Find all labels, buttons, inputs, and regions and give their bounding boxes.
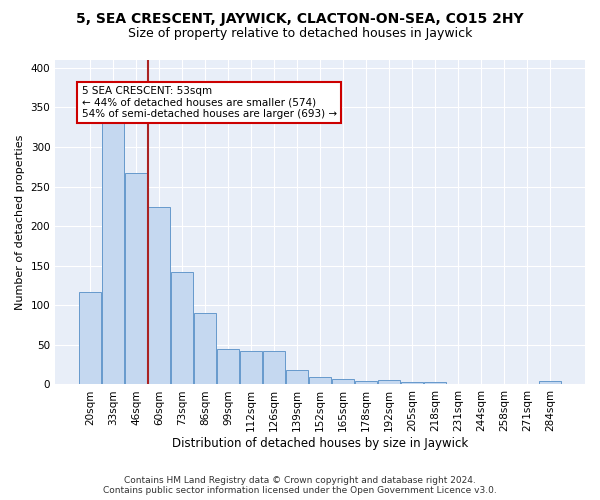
Bar bbox=[102, 122, 124, 384]
Bar bbox=[424, 382, 446, 384]
Text: Contains HM Land Registry data © Crown copyright and database right 2024.
Contai: Contains HM Land Registry data © Crown c… bbox=[103, 476, 497, 495]
Bar bbox=[217, 349, 239, 384]
Text: 5 SEA CRESCENT: 53sqm
← 44% of detached houses are smaller (574)
54% of semi-det: 5 SEA CRESCENT: 53sqm ← 44% of detached … bbox=[82, 86, 337, 119]
Bar bbox=[171, 272, 193, 384]
Bar bbox=[148, 207, 170, 384]
Text: 5, SEA CRESCENT, JAYWICK, CLACTON-ON-SEA, CO15 2HY: 5, SEA CRESCENT, JAYWICK, CLACTON-ON-SEA… bbox=[76, 12, 524, 26]
Bar bbox=[355, 380, 377, 384]
Bar bbox=[539, 380, 561, 384]
Bar bbox=[309, 378, 331, 384]
Bar bbox=[240, 351, 262, 384]
Bar bbox=[378, 380, 400, 384]
Bar bbox=[286, 370, 308, 384]
Bar bbox=[401, 382, 423, 384]
Bar bbox=[194, 313, 216, 384]
Bar bbox=[125, 173, 147, 384]
Bar bbox=[263, 351, 285, 384]
Y-axis label: Number of detached properties: Number of detached properties bbox=[15, 134, 25, 310]
Text: Size of property relative to detached houses in Jaywick: Size of property relative to detached ho… bbox=[128, 28, 472, 40]
X-axis label: Distribution of detached houses by size in Jaywick: Distribution of detached houses by size … bbox=[172, 437, 468, 450]
Bar bbox=[332, 379, 354, 384]
Bar bbox=[79, 292, 101, 384]
